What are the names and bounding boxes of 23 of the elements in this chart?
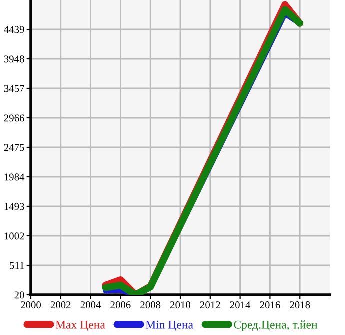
x-tick-label: 2010 xyxy=(170,302,191,309)
y-tick-label: 20 xyxy=(14,292,24,299)
legend-label: Min Цена xyxy=(146,320,194,332)
y-tick-label: 4439 xyxy=(4,26,24,34)
x-tick-label: 2002 xyxy=(50,302,71,309)
x-tick-label: 2008 xyxy=(140,302,161,309)
y-tick-label: 1002 xyxy=(4,232,24,240)
x-tick-label: 2012 xyxy=(200,302,220,309)
y-tick-label: 511 xyxy=(10,262,24,270)
y-tick-label: 3457 xyxy=(4,85,24,92)
y-tick-label: 2966 xyxy=(4,114,24,122)
x-tick-label: 2016 xyxy=(260,302,280,309)
x-tick-label: 2014 xyxy=(230,302,251,309)
legend-label: Max Цена xyxy=(56,321,106,332)
y-tick-label: 1984 xyxy=(4,174,25,181)
x-tick-label: 2006 xyxy=(110,302,131,309)
y-tick-label: 1493 xyxy=(4,203,24,210)
x-tick-label: 2000 xyxy=(21,302,42,309)
x-tick-label: 2018 xyxy=(290,302,310,309)
legend-label: Сред.Цена, т.йен xyxy=(234,320,318,332)
x-tick-label: 2004 xyxy=(80,302,102,309)
y-tick-label: 3948 xyxy=(4,56,24,63)
y-tick-label: 2475 xyxy=(4,144,24,152)
